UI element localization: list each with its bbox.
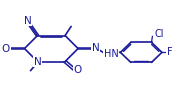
Text: Cl: Cl	[154, 29, 164, 39]
Text: N: N	[34, 57, 41, 67]
Text: O: O	[2, 44, 10, 54]
Text: N: N	[24, 16, 32, 26]
Text: O: O	[74, 65, 82, 75]
Text: HN: HN	[104, 49, 119, 59]
Text: F: F	[167, 47, 172, 57]
Text: N: N	[92, 43, 100, 53]
